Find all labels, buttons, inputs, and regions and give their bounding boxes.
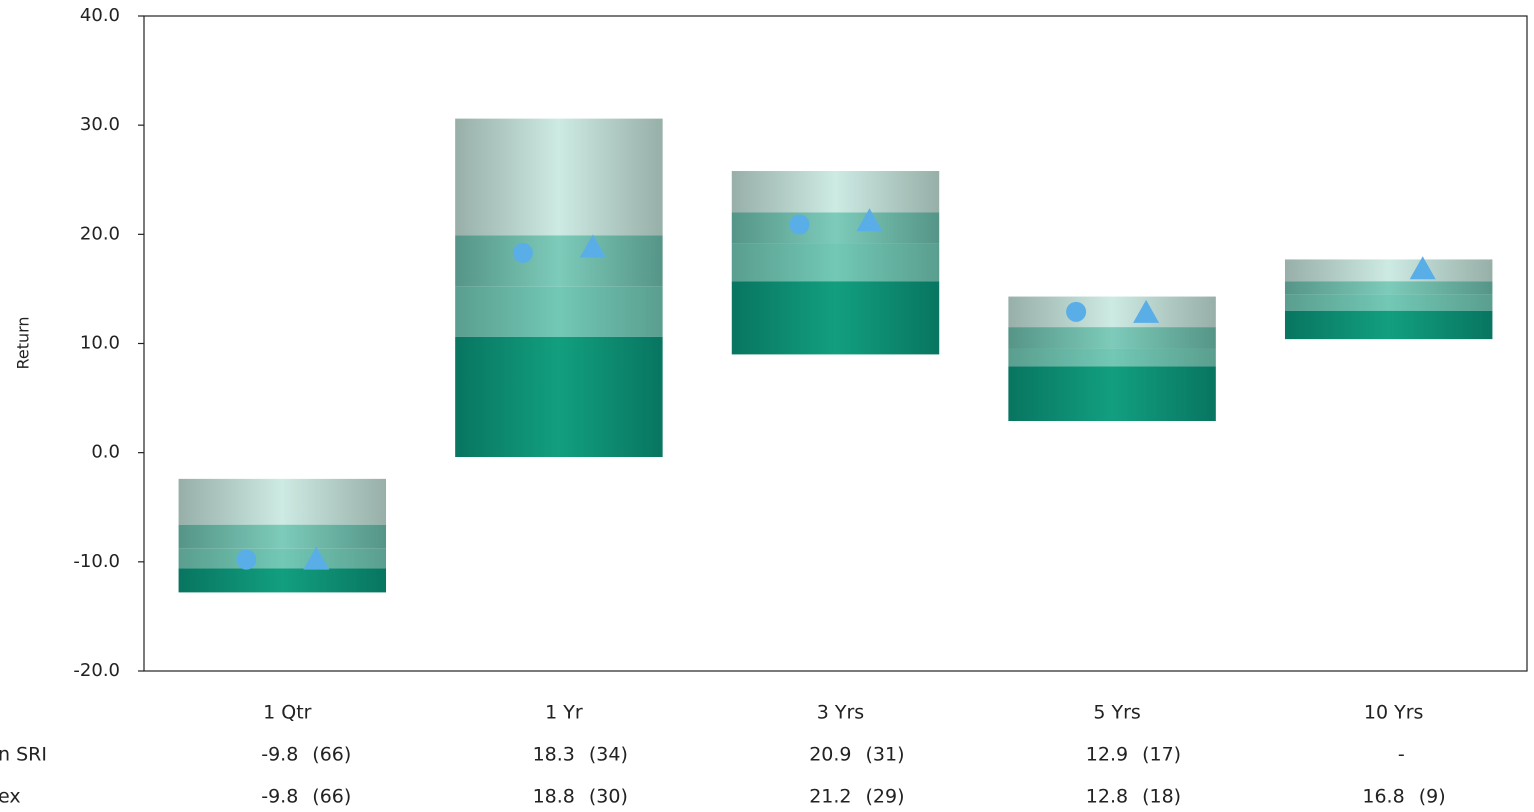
percentile-band bbox=[731, 243, 940, 282]
percentile-band bbox=[455, 235, 663, 287]
table-value: 12.9 bbox=[1086, 744, 1128, 766]
percentile-band bbox=[1284, 281, 1493, 295]
percentile-band bbox=[1284, 294, 1493, 311]
table-rank: (66) bbox=[312, 744, 351, 766]
percentile-band bbox=[455, 286, 663, 337]
marker-circle bbox=[236, 549, 257, 570]
marker-circle bbox=[1066, 301, 1087, 322]
x-tick-label: 5 Yrs bbox=[1093, 702, 1140, 724]
table-value: -9.8 bbox=[261, 744, 298, 766]
row-label: ex bbox=[0, 786, 21, 808]
x-tick-label: 1 Qtr bbox=[263, 702, 312, 724]
y-axis-title: Return bbox=[14, 316, 33, 369]
table-value: 12.8 bbox=[1086, 786, 1128, 808]
table-rank: (66) bbox=[312, 786, 351, 808]
x-tick-label: 3 Yrs bbox=[817, 702, 864, 724]
table-value: 18.3 bbox=[533, 744, 575, 766]
percentile-band bbox=[1008, 348, 1216, 367]
percentile-band bbox=[731, 281, 940, 355]
percentile-band bbox=[455, 118, 663, 236]
y-tick-label: -20.0 bbox=[73, 660, 120, 681]
table-rank: (9) bbox=[1419, 786, 1446, 808]
marker-triangle bbox=[1133, 299, 1160, 323]
row-label: n SRI bbox=[0, 744, 47, 766]
y-tick-label: 30.0 bbox=[80, 114, 120, 135]
y-tick-label: 0.0 bbox=[91, 442, 120, 463]
percentile-band bbox=[1008, 327, 1216, 349]
table-rank: (31) bbox=[866, 744, 905, 766]
percentile-band bbox=[731, 212, 940, 244]
marker-circle bbox=[789, 214, 810, 235]
percentile-band bbox=[178, 548, 387, 569]
percentile-band bbox=[1284, 310, 1493, 340]
y-tick-label: 40.0 bbox=[80, 5, 120, 26]
y-tick-label: 10.0 bbox=[80, 333, 120, 354]
table-value: 16.8 bbox=[1362, 786, 1404, 808]
x-tick-label: 1 Yr bbox=[545, 702, 583, 724]
table-value: 20.9 bbox=[809, 744, 851, 766]
x-tick-label: 10 Yrs bbox=[1364, 702, 1424, 724]
table-rank: (29) bbox=[866, 786, 905, 808]
table-value: -9.8 bbox=[261, 786, 298, 808]
table-rank: (30) bbox=[589, 786, 628, 808]
percentile-band bbox=[178, 478, 387, 525]
marker-triangle bbox=[579, 234, 606, 258]
percentile-band bbox=[731, 171, 940, 213]
table-value: 21.2 bbox=[809, 786, 851, 808]
table-value: 18.8 bbox=[533, 786, 575, 808]
y-tick-label: 20.0 bbox=[80, 223, 120, 244]
table-rank: (17) bbox=[1142, 744, 1181, 766]
table-rank: (18) bbox=[1142, 786, 1181, 808]
percentile-band bbox=[178, 568, 387, 593]
table-value: - bbox=[1398, 744, 1405, 766]
percentile-band bbox=[1284, 259, 1493, 282]
marker-triangle bbox=[303, 546, 330, 570]
percentile-band bbox=[455, 336, 663, 458]
percentile-band bbox=[1008, 366, 1216, 422]
percentile-band bbox=[1008, 296, 1216, 328]
y-tick-label: -10.0 bbox=[73, 551, 120, 572]
table-rank: (34) bbox=[589, 744, 628, 766]
marker-triangle bbox=[1409, 256, 1436, 280]
percentile-band bbox=[178, 524, 387, 549]
marker-circle bbox=[512, 242, 533, 263]
marker-triangle bbox=[856, 208, 883, 232]
